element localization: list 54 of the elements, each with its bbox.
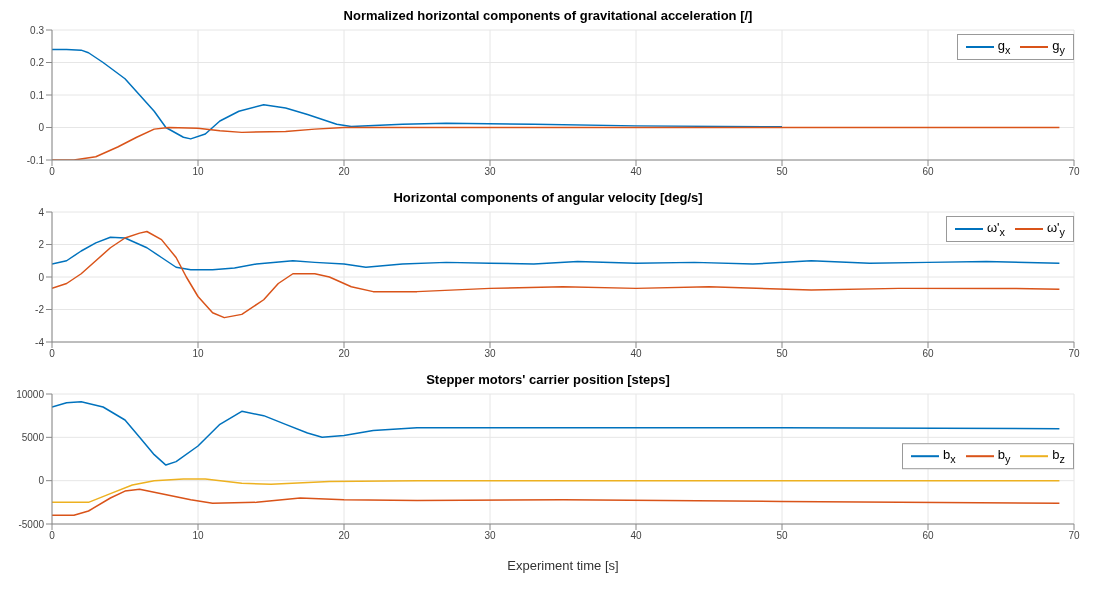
x-tick-label: 10 bbox=[192, 530, 204, 542]
y-tick-label: 0 bbox=[38, 271, 45, 283]
x-tick-label: 0 bbox=[49, 166, 56, 178]
x-tick-label: 40 bbox=[630, 530, 642, 542]
x-tick-label: 50 bbox=[776, 530, 788, 542]
y-tick-label: 0.1 bbox=[30, 89, 45, 101]
y-tick-label: 0 bbox=[38, 475, 45, 487]
x-tick-label: 10 bbox=[192, 348, 204, 360]
x-tick-label: 40 bbox=[630, 166, 642, 178]
y-tick-label: 0 bbox=[38, 122, 45, 134]
x-tick-label: 30 bbox=[484, 166, 496, 178]
x-axis-title: Experiment time [s] bbox=[507, 558, 619, 573]
x-tick-label: 0 bbox=[49, 530, 56, 542]
legend-label: b$_{z}$ bbox=[1052, 447, 1065, 466]
x-tick-label: 10 bbox=[192, 166, 204, 178]
y-tick-label: -2 bbox=[35, 304, 45, 316]
x-tick-label: 20 bbox=[338, 530, 350, 542]
chart-title: Normalized horizontal components of gravitational acceleration [/] bbox=[342, 8, 754, 25]
x-tick-label: 30 bbox=[484, 348, 496, 360]
line-series bbox=[52, 478, 1061, 504]
y-tick-label: 2 bbox=[38, 239, 45, 251]
x-tick-label: 30 bbox=[484, 530, 496, 542]
chart-title: Stepper motors' carrier position [steps] bbox=[425, 372, 671, 389]
y-tick-label: 5000 bbox=[21, 431, 45, 443]
y-tick-label: 0.2 bbox=[30, 57, 45, 69]
x-tick-label: 0 bbox=[49, 348, 56, 360]
legend-label: ω'$_{x}$ bbox=[986, 220, 1005, 238]
x-tick-label: 40 bbox=[630, 348, 642, 360]
x-tick-label: 60 bbox=[922, 530, 934, 542]
legend-label: ω'$_{y}$ bbox=[1046, 220, 1065, 238]
y-tick-label: 4 bbox=[38, 206, 45, 218]
y-tick-label: 10000 bbox=[16, 388, 45, 400]
chart-title: Horizontal components of angular velocity [deg/s] bbox=[392, 190, 704, 207]
x-tick-label: 20 bbox=[338, 348, 350, 360]
legend-label: b$_{x}$ bbox=[943, 447, 956, 466]
line-series bbox=[52, 48, 783, 140]
x-tick-label: 20 bbox=[338, 166, 350, 178]
x-tick-label: 70 bbox=[1068, 530, 1080, 542]
line-series bbox=[52, 236, 1061, 271]
x-tick-label: 60 bbox=[922, 166, 934, 178]
x-tick-label: 70 bbox=[1068, 166, 1080, 178]
legend-label: g$_{y}$ bbox=[1052, 38, 1065, 56]
line-series bbox=[52, 488, 1061, 517]
x-tick-label: 50 bbox=[776, 348, 788, 360]
x-tick-label: 50 bbox=[776, 166, 788, 178]
x-tick-label: 60 bbox=[922, 348, 934, 360]
line-series bbox=[52, 401, 1061, 466]
legend-label: b$_{y}$ bbox=[997, 447, 1011, 466]
y-tick-label: -0.1 bbox=[26, 154, 45, 166]
y-tick-label: -4 bbox=[35, 336, 45, 348]
y-tick-label: -5000 bbox=[18, 518, 45, 530]
x-tick-label: 70 bbox=[1068, 348, 1080, 360]
legend-label: g$_{x}$ bbox=[997, 38, 1011, 56]
y-tick-label: 0.3 bbox=[30, 24, 45, 36]
